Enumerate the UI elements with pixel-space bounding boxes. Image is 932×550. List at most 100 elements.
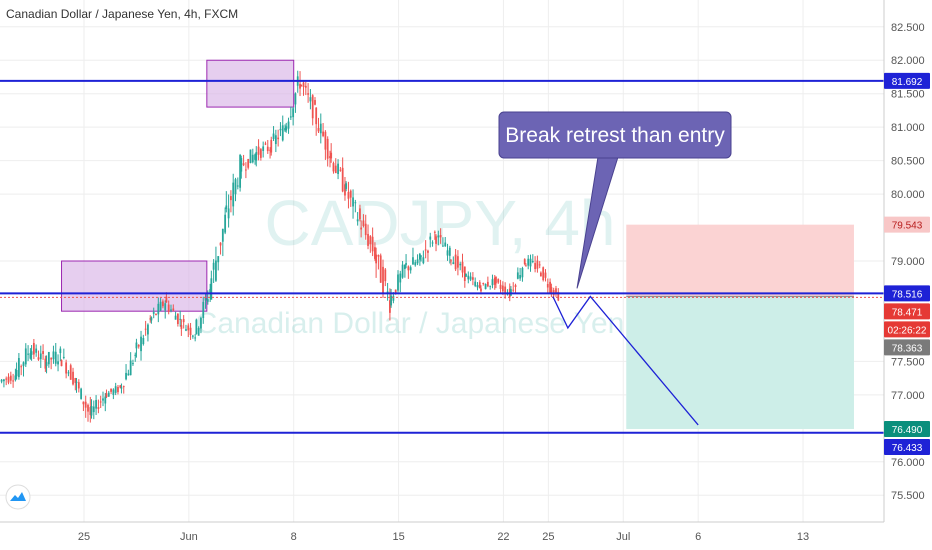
candle-body <box>389 300 391 313</box>
candle-body <box>319 123 322 134</box>
candle-body <box>307 93 310 95</box>
candle-body <box>471 277 474 280</box>
candle-body <box>54 351 57 364</box>
price-badge-text-4: 02:26:22 <box>888 325 927 336</box>
candle-body <box>360 227 363 230</box>
candle-body <box>414 262 417 266</box>
candle-body <box>516 272 519 279</box>
candle-body <box>217 256 220 263</box>
candle-body <box>132 363 134 365</box>
candle-body <box>469 276 472 280</box>
candle-body <box>279 128 282 131</box>
candle-body <box>546 284 549 288</box>
candle-body <box>172 308 175 311</box>
candle-body <box>110 388 112 392</box>
candle-body <box>164 303 167 311</box>
candle-body <box>134 354 137 356</box>
candle-body <box>539 272 542 277</box>
candle-body <box>122 386 125 388</box>
candle-body <box>60 360 63 367</box>
tradingview-logo-icon[interactable] <box>5 484 31 510</box>
candle-body <box>480 288 482 292</box>
candle-body <box>247 159 250 168</box>
candle-body <box>476 285 479 288</box>
candle-body <box>409 267 412 271</box>
candle-body <box>519 275 522 279</box>
candle-body <box>422 257 425 264</box>
price-axis[interactable]: 82.500 82.000 81.500 81.000 80.500 80.000 79.0… <box>891 22 925 502</box>
candle-body <box>523 259 526 265</box>
price-badge-text-1: 79.543 <box>892 221 923 232</box>
candle-body <box>550 287 553 293</box>
candle-body <box>7 376 10 383</box>
candle-body <box>97 407 100 409</box>
candle-body <box>215 260 217 281</box>
candle-body <box>435 236 437 244</box>
candle-body <box>170 309 172 311</box>
candle-body <box>377 254 380 257</box>
candle-body <box>304 85 307 88</box>
candle-body <box>302 82 305 87</box>
candle-body <box>433 231 436 233</box>
candle-body <box>254 154 256 160</box>
candle-body <box>105 393 108 398</box>
price-badge-7 <box>884 438 930 455</box>
candle-body <box>412 257 414 265</box>
candle-body <box>65 362 68 374</box>
price-badge-text-7: 76.433 <box>892 443 923 454</box>
candle-body <box>287 121 290 129</box>
candle-body <box>457 256 459 268</box>
candle-body <box>125 372 127 380</box>
candle-body <box>0 379 3 382</box>
candle-body <box>324 131 327 150</box>
candle-body <box>364 223 367 236</box>
callout[interactable]: Break retrest than entry <box>498 111 732 289</box>
candle-body <box>317 128 320 132</box>
candle-body <box>15 370 18 377</box>
price-badge-text-6: 76.490 <box>892 425 923 436</box>
candle-body <box>347 191 350 199</box>
candle-body <box>339 169 342 171</box>
candle-body <box>206 299 209 302</box>
candle-body <box>84 401 87 408</box>
price-badges: 81.692 79.543 78.516 78.471 02:26:22 78.363 76… <box>884 72 930 455</box>
candle-body <box>465 273 467 277</box>
candle-body <box>314 100 316 105</box>
candle-body <box>345 183 348 189</box>
candle-body <box>403 264 406 270</box>
candle-body <box>392 295 395 301</box>
candle-body <box>227 208 230 219</box>
candle-body <box>27 353 29 355</box>
position-tool[interactable] <box>626 224 854 429</box>
candle-body <box>382 266 384 294</box>
candle-body <box>242 163 245 166</box>
candle-body <box>531 260 534 262</box>
candle-body <box>272 133 275 139</box>
price-tick-label-2: 81.500 <box>891 89 925 101</box>
candle-body <box>289 116 292 118</box>
zones-layer <box>61 59 295 312</box>
take-profit-zone <box>626 296 854 429</box>
candle-body <box>140 336 142 352</box>
candle-body <box>137 344 140 347</box>
watermark-description: Canadian Dollar / Japanese Yen <box>196 307 625 340</box>
candle-body <box>72 371 74 385</box>
candle-body <box>75 381 78 383</box>
candle-body <box>446 250 449 256</box>
candle-body <box>489 285 492 287</box>
candle-body <box>189 327 192 335</box>
candle-body <box>221 228 224 242</box>
candle-body <box>112 389 115 395</box>
candle-body <box>529 258 532 267</box>
time-axis[interactable]: 25 Jun 8 15 22 25 Jul 6 13 <box>78 531 809 543</box>
candle-body <box>495 276 497 284</box>
candle-body <box>119 385 122 388</box>
price-badge-5 <box>884 339 930 356</box>
grid-layer <box>0 0 884 522</box>
candle-body <box>294 93 297 105</box>
candle-body <box>62 356 65 358</box>
candle-body <box>99 401 102 403</box>
candle-body <box>257 146 260 155</box>
